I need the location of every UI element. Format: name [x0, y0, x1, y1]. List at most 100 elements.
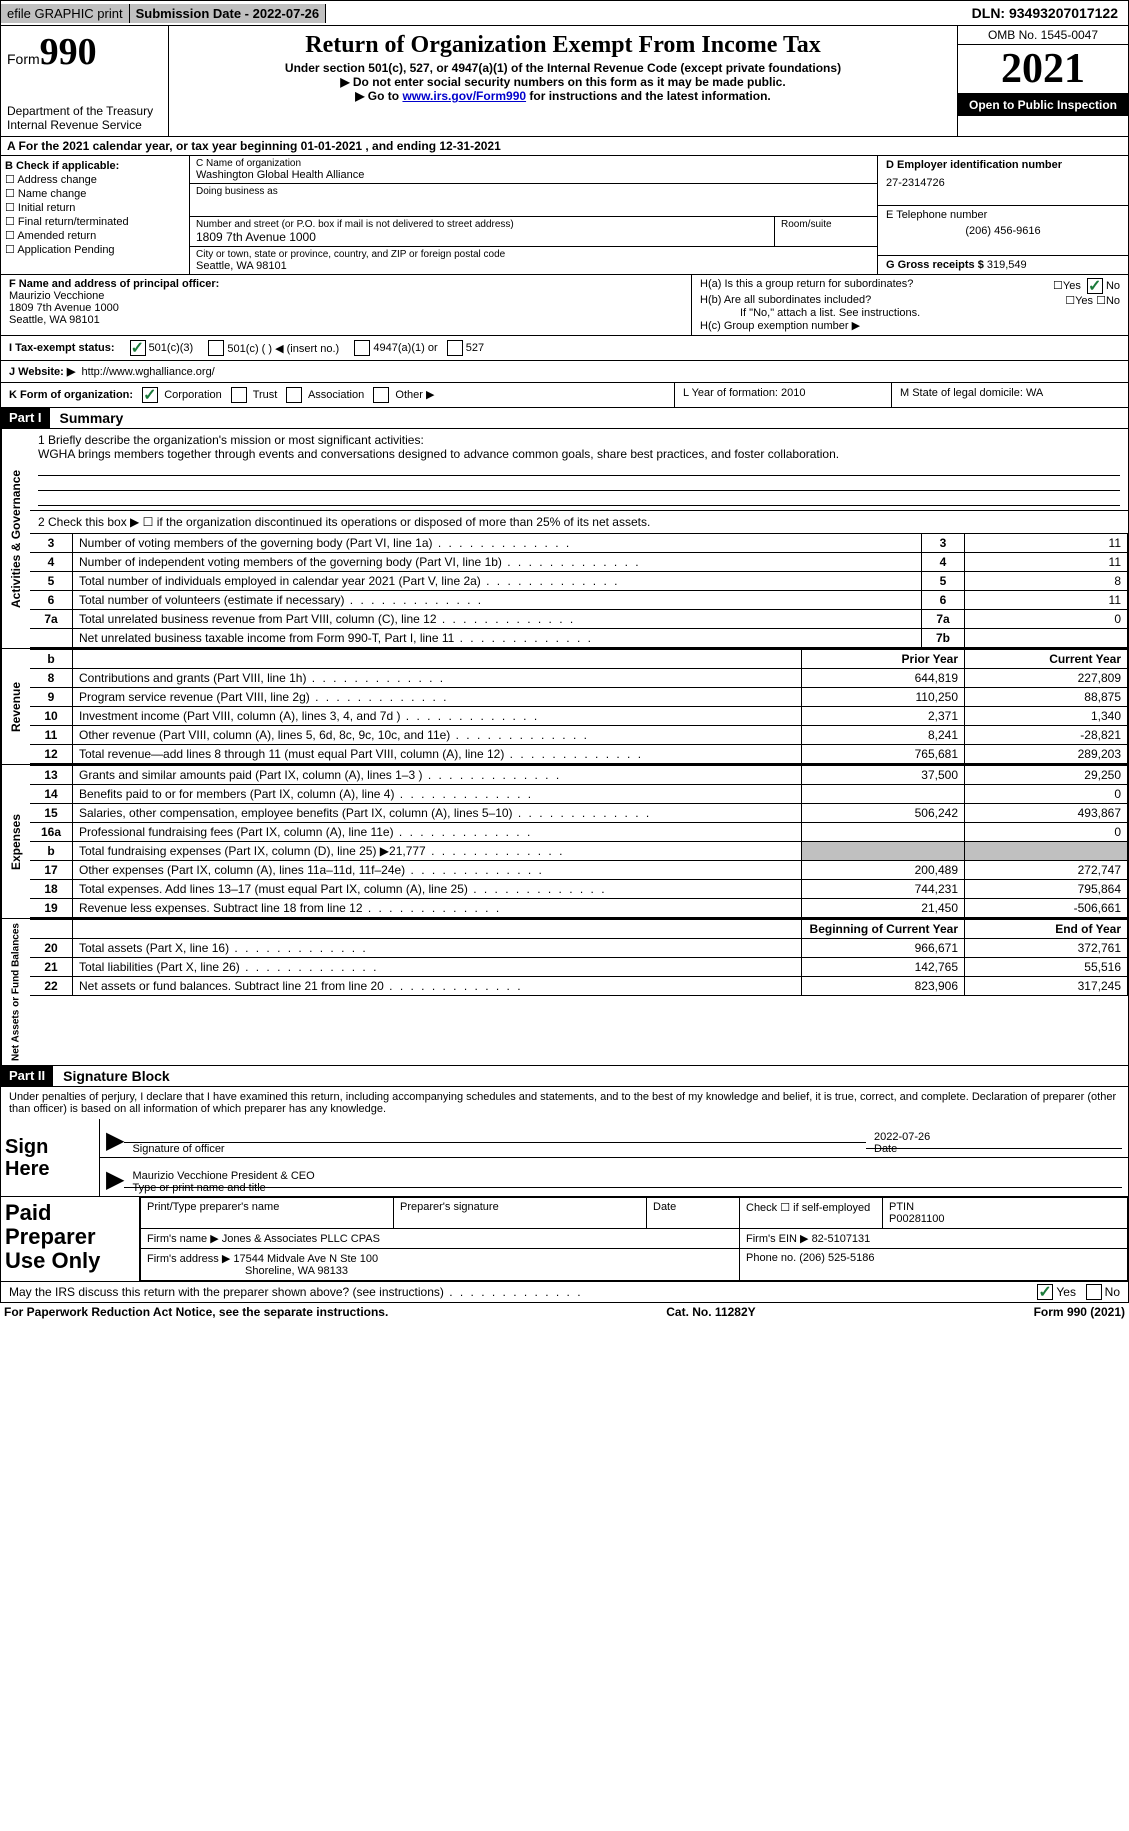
- rev-content: b Prior Year Current Year 8 Contribution…: [30, 649, 1128, 764]
- chk-amended[interactable]: ☐ Amended return: [5, 229, 185, 242]
- h-b: H(b) Are all subordinates included? ☐Yes…: [700, 294, 1120, 307]
- chk-trust[interactable]: [231, 387, 247, 403]
- org-name-cell: C Name of organization Washington Global…: [190, 156, 877, 184]
- line2: 2 Check this box ▶ ☐ if the organization…: [30, 510, 1128, 533]
- irs-link[interactable]: www.irs.gov/Form990: [402, 89, 526, 103]
- h-a: H(a) Is this a group return for subordin…: [700, 278, 1120, 294]
- form-990-number: 990: [40, 31, 97, 73]
- org-name: Washington Global Health Alliance: [196, 169, 871, 181]
- firm-addr-cell: Firm's address ▶ 17544 Midvale Ave N Ste…: [141, 1249, 740, 1281]
- form-header: Form990 Department of the Treasury Inter…: [0, 26, 1129, 137]
- chk-501c[interactable]: [208, 340, 224, 356]
- table-row: 9 Program service revenue (Part VIII, li…: [30, 688, 1128, 707]
- part1-container: Part I Summary Activities & Governance 1…: [0, 408, 1129, 1066]
- table-row: 17 Other expenses (Part IX, column (A), …: [30, 861, 1128, 880]
- row-f-h: F Name and address of principal officer:…: [0, 275, 1129, 336]
- k-row: K Form of organization: Corporation Trus…: [0, 383, 1129, 408]
- hr2: [38, 476, 1120, 491]
- ag-content: 1 Briefly describe the organization's mi…: [30, 429, 1128, 648]
- city-label: City or town, state or province, country…: [196, 249, 871, 260]
- chk-app-pending[interactable]: ☐ Application Pending: [5, 243, 185, 256]
- chk-501c3[interactable]: [130, 340, 146, 356]
- exp-section: Expenses 13 Grants and similar amounts p…: [1, 765, 1128, 919]
- part1-title: Summary: [50, 408, 134, 428]
- may-irs-row: May the IRS discuss this return with the…: [0, 1282, 1129, 1303]
- table-row: 11 Other revenue (Part VIII, column (A),…: [30, 726, 1128, 745]
- tax-exempt-row: I Tax-exempt status: 501(c)(3) 501(c) ( …: [0, 336, 1129, 361]
- tel-cell: E Telephone number (206) 456-9616: [878, 206, 1128, 256]
- officer-addr2: Seattle, WA 98101: [9, 314, 683, 326]
- chk-name-change[interactable]: ☐ Name change: [5, 187, 185, 200]
- ha-no-checkbox[interactable]: [1087, 278, 1103, 294]
- room-cell: Room/suite: [775, 217, 877, 246]
- ag-section: Activities & Governance 1 Briefly descri…: [1, 429, 1128, 649]
- may-irs-yes-chk[interactable]: [1037, 1284, 1053, 1300]
- chk-address-change[interactable]: ☐ Address change: [5, 173, 185, 186]
- chk-other[interactable]: [373, 387, 389, 403]
- chk-assoc[interactable]: [286, 387, 302, 403]
- part2-title: Signature Block: [53, 1066, 180, 1086]
- prep-date-label: Date: [647, 1198, 740, 1229]
- table-row: 14 Benefits paid to or for members (Part…: [30, 785, 1128, 804]
- line1-label: 1 Briefly describe the organization's mi…: [38, 433, 1120, 447]
- chk-527[interactable]: [447, 340, 463, 356]
- top-bar: efile GRAPHIC print Submission Date - 20…: [0, 0, 1129, 26]
- officer-f: F Name and address of principal officer:…: [1, 275, 692, 335]
- sign-right: ▶ Signature of officer 2022-07-26 Date ▶…: [100, 1119, 1128, 1196]
- street-label: Number and street (or P.O. box if mail i…: [196, 219, 768, 230]
- table-row: 3 Number of voting members of the govern…: [30, 534, 1128, 553]
- net-content: Beginning of Current Year End of Year 20…: [30, 919, 1128, 1065]
- paid-prep-right: Print/Type preparer's name Preparer's si…: [140, 1197, 1128, 1281]
- header-left: Form990 Department of the Treasury Inter…: [1, 26, 169, 136]
- table-row: 20 Total assets (Part X, line 16) 966,67…: [30, 939, 1128, 958]
- table-row: 7a Total unrelated business revenue from…: [30, 610, 1128, 629]
- vtab-net: Net Assets or Fund Balances: [1, 919, 30, 1065]
- net-section: Net Assets or Fund Balances Beginning of…: [1, 919, 1128, 1065]
- prep-row1: Print/Type preparer's name Preparer's si…: [141, 1198, 1128, 1229]
- form-number: Form990: [7, 30, 162, 74]
- ag-table: 3 Number of voting members of the govern…: [30, 533, 1128, 648]
- prep-row2: Firm's name ▶ Jones & Associates PLLC CP…: [141, 1229, 1128, 1249]
- rev-table: b Prior Year Current Year 8 Contribution…: [30, 649, 1128, 764]
- table-row: 21 Total liabilities (Part X, line 26) 1…: [30, 958, 1128, 977]
- chk-final-return[interactable]: ☐ Final return/terminated: [5, 215, 185, 228]
- dept-treasury: Department of the Treasury: [7, 104, 162, 118]
- header-right: OMB No. 1545-0047 2021 Open to Public In…: [957, 26, 1128, 136]
- table-row: 4 Number of independent voting members o…: [30, 553, 1128, 572]
- omb-number: OMB No. 1545-0047: [958, 26, 1128, 45]
- table-row: 15 Salaries, other compensation, employe…: [30, 804, 1128, 823]
- dln-label: DLN: 93493207017122: [962, 3, 1128, 23]
- chk-initial-return[interactable]: ☐ Initial return: [5, 201, 185, 214]
- chk-4947[interactable]: [354, 340, 370, 356]
- form-subtitle1: Under section 501(c), 527, or 4947(a)(1)…: [179, 61, 947, 75]
- ein-label: D Employer identification number: [886, 159, 1120, 171]
- table-row: 19 Revenue less expenses. Subtract line …: [30, 899, 1128, 918]
- chk-corp[interactable]: [142, 387, 158, 403]
- tax-year: 2021: [958, 45, 1128, 94]
- dba-label: Doing business as: [196, 186, 871, 197]
- gross-label: G Gross receipts $: [886, 259, 984, 271]
- table-row: 6 Total number of volunteers (estimate i…: [30, 591, 1128, 610]
- vtab-exp: Expenses: [1, 765, 30, 918]
- sub3-post: for instructions and the latest informat…: [526, 89, 771, 103]
- hr1: [38, 461, 1120, 476]
- part2-container: Part II Signature Block: [0, 1066, 1129, 1087]
- org-name-label: C Name of organization: [196, 158, 871, 169]
- city-value: Seattle, WA 98101: [196, 260, 871, 272]
- officer-addr1: 1809 7th Avenue 1000: [9, 302, 683, 314]
- firm-phone: (206) 525-5186: [799, 1252, 874, 1264]
- arrow-icon: ▶: [106, 1126, 124, 1155]
- col-d: D Employer identification number 27-2314…: [878, 156, 1128, 274]
- may-irs-no-chk[interactable]: [1086, 1284, 1102, 1300]
- website-url: http://www.wghalliance.org/: [81, 366, 214, 378]
- table-row: 10 Investment income (Part VIII, column …: [30, 707, 1128, 726]
- table-row: 5 Total number of individuals employed i…: [30, 572, 1128, 591]
- col-b-header: B Check if applicable:: [5, 160, 185, 172]
- efile-label: efile GRAPHIC print: [1, 4, 130, 23]
- gross-cell: G Gross receipts $ 319,549: [878, 256, 1128, 274]
- irs-label: Internal Revenue Service: [7, 118, 162, 132]
- k-label: K Form of organization:: [9, 389, 133, 401]
- col-end: End of Year: [965, 920, 1128, 939]
- firm-phone-cell: Phone no. (206) 525-5186: [740, 1249, 1128, 1281]
- table-row: 8 Contributions and grants (Part VIII, l…: [30, 669, 1128, 688]
